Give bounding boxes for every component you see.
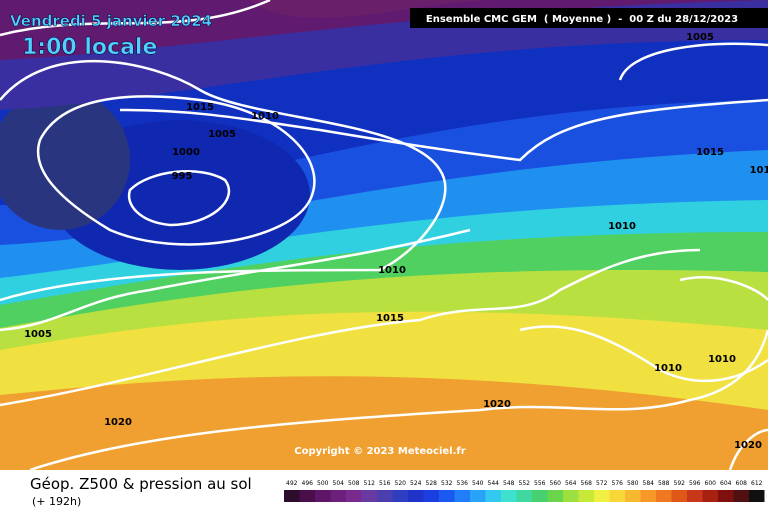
isobar-label: 1015 (376, 313, 404, 324)
isobar-label: 1010 (608, 221, 636, 232)
scale-label: 516 (379, 480, 391, 487)
scale-swatch (392, 490, 408, 502)
scale-label: 600 (705, 480, 717, 487)
scale-swatch (454, 490, 470, 502)
scale-swatch (594, 490, 610, 502)
scale-swatch (687, 490, 703, 502)
scale-label: 508 (348, 480, 360, 487)
isobar-label: 1020 (483, 399, 511, 410)
scale-label: 604 (720, 480, 732, 487)
scale-label: 512 (364, 480, 376, 487)
scale-label: 564 (565, 480, 577, 487)
scale-swatch (547, 490, 563, 502)
scale-swatch (361, 490, 377, 502)
scale-label: 528 (426, 480, 438, 487)
isobars (0, 0, 768, 472)
scale-label: 580 (627, 480, 639, 487)
scale-label: 504 (333, 480, 345, 487)
scale-label: 556 (534, 480, 546, 487)
scale-label: 584 (643, 480, 655, 487)
copyright: Copyright © 2023 Meteociel.fr (294, 446, 465, 457)
scale-label: 548 (503, 480, 515, 487)
scale-swatch (439, 490, 455, 502)
scale-label: 532 (441, 480, 453, 487)
scale-swatch (749, 490, 765, 502)
scale-swatch (485, 490, 501, 502)
map-background (0, 0, 768, 470)
isobar-label: 995 (172, 171, 193, 182)
isobar-label: 1010 (378, 265, 406, 276)
model-box (410, 8, 768, 28)
scale-swatch (284, 490, 300, 502)
scale-swatch (718, 490, 734, 502)
scale-swatch (609, 490, 625, 502)
scale-label: 520 (395, 480, 407, 487)
scale-label: 492 (286, 480, 298, 487)
scale-label: 540 (472, 480, 484, 487)
scale-swatch (578, 490, 594, 502)
scale-label: 544 (488, 480, 500, 487)
time: 1:00 locale (22, 35, 157, 60)
scale-label: 592 (674, 480, 686, 487)
scale-swatch (408, 490, 424, 502)
isobar-label: 1005 (208, 129, 236, 140)
scale-swatch (346, 490, 362, 502)
scale-swatch (330, 490, 346, 502)
scale-swatch (733, 490, 749, 502)
scale-swatch (625, 490, 641, 502)
scale-label: 560 (550, 480, 562, 487)
scale-swatch (470, 490, 486, 502)
scale-swatch (516, 490, 532, 502)
scale-label: 552 (519, 480, 531, 487)
scale-label: 536 (457, 480, 469, 487)
isobar-label: 1005 (686, 32, 714, 43)
isobar-label: 1005 (24, 329, 52, 340)
footer-title: Géop. Z500 & pression au sol (30, 475, 252, 493)
scale-swatch (299, 490, 315, 502)
color-scale: 492 496 500 504 508 512 516 520 524 528 532 536 540 5… (284, 480, 765, 502)
isobar-label: 1015 (696, 147, 724, 158)
isobar-label: 1020 (734, 440, 762, 451)
model-info: Ensemble CMC GEM ( Moyenne ) - 00 Z du 2… (426, 14, 738, 25)
isobar-label: 1015 (186, 102, 214, 113)
scale-label: 524 (410, 480, 422, 487)
isobar-label: 1010 (654, 363, 682, 374)
scale-swatch (671, 490, 687, 502)
scale-label: 576 (612, 480, 624, 487)
scale-label: 572 (596, 480, 608, 487)
scale-swatch (501, 490, 517, 502)
scale-swatch (563, 490, 579, 502)
scale-swatch (423, 490, 439, 502)
scale-label: 496 (302, 480, 314, 487)
scale-swatch (640, 490, 656, 502)
scale-swatch (315, 490, 331, 502)
scale-swatch (702, 490, 718, 502)
isobar-labels: 1005 1015 1010 1005 1000 995 1015 101 10… (24, 32, 768, 451)
scale-label: 500 (317, 480, 329, 487)
scale-label: 608 (736, 480, 748, 487)
isobar-label: 1020 (104, 417, 132, 428)
date: Vendredi 5 janvier 2024 (10, 12, 212, 30)
scale-swatch (656, 490, 672, 502)
scale-swatch (532, 490, 548, 502)
scale-label: 588 (658, 480, 670, 487)
scale-label: 596 (689, 480, 701, 487)
isobar-label: 101 (750, 165, 768, 176)
isobar-label: 1000 (172, 147, 200, 158)
isobar-label: 1010 (251, 111, 279, 122)
scale-label: 568 (581, 480, 593, 487)
isobar-label: 1010 (708, 354, 736, 365)
scale-label: 612 (751, 480, 763, 487)
scale-swatch (377, 490, 393, 502)
footer-lead: (+ 192h) (32, 495, 81, 508)
